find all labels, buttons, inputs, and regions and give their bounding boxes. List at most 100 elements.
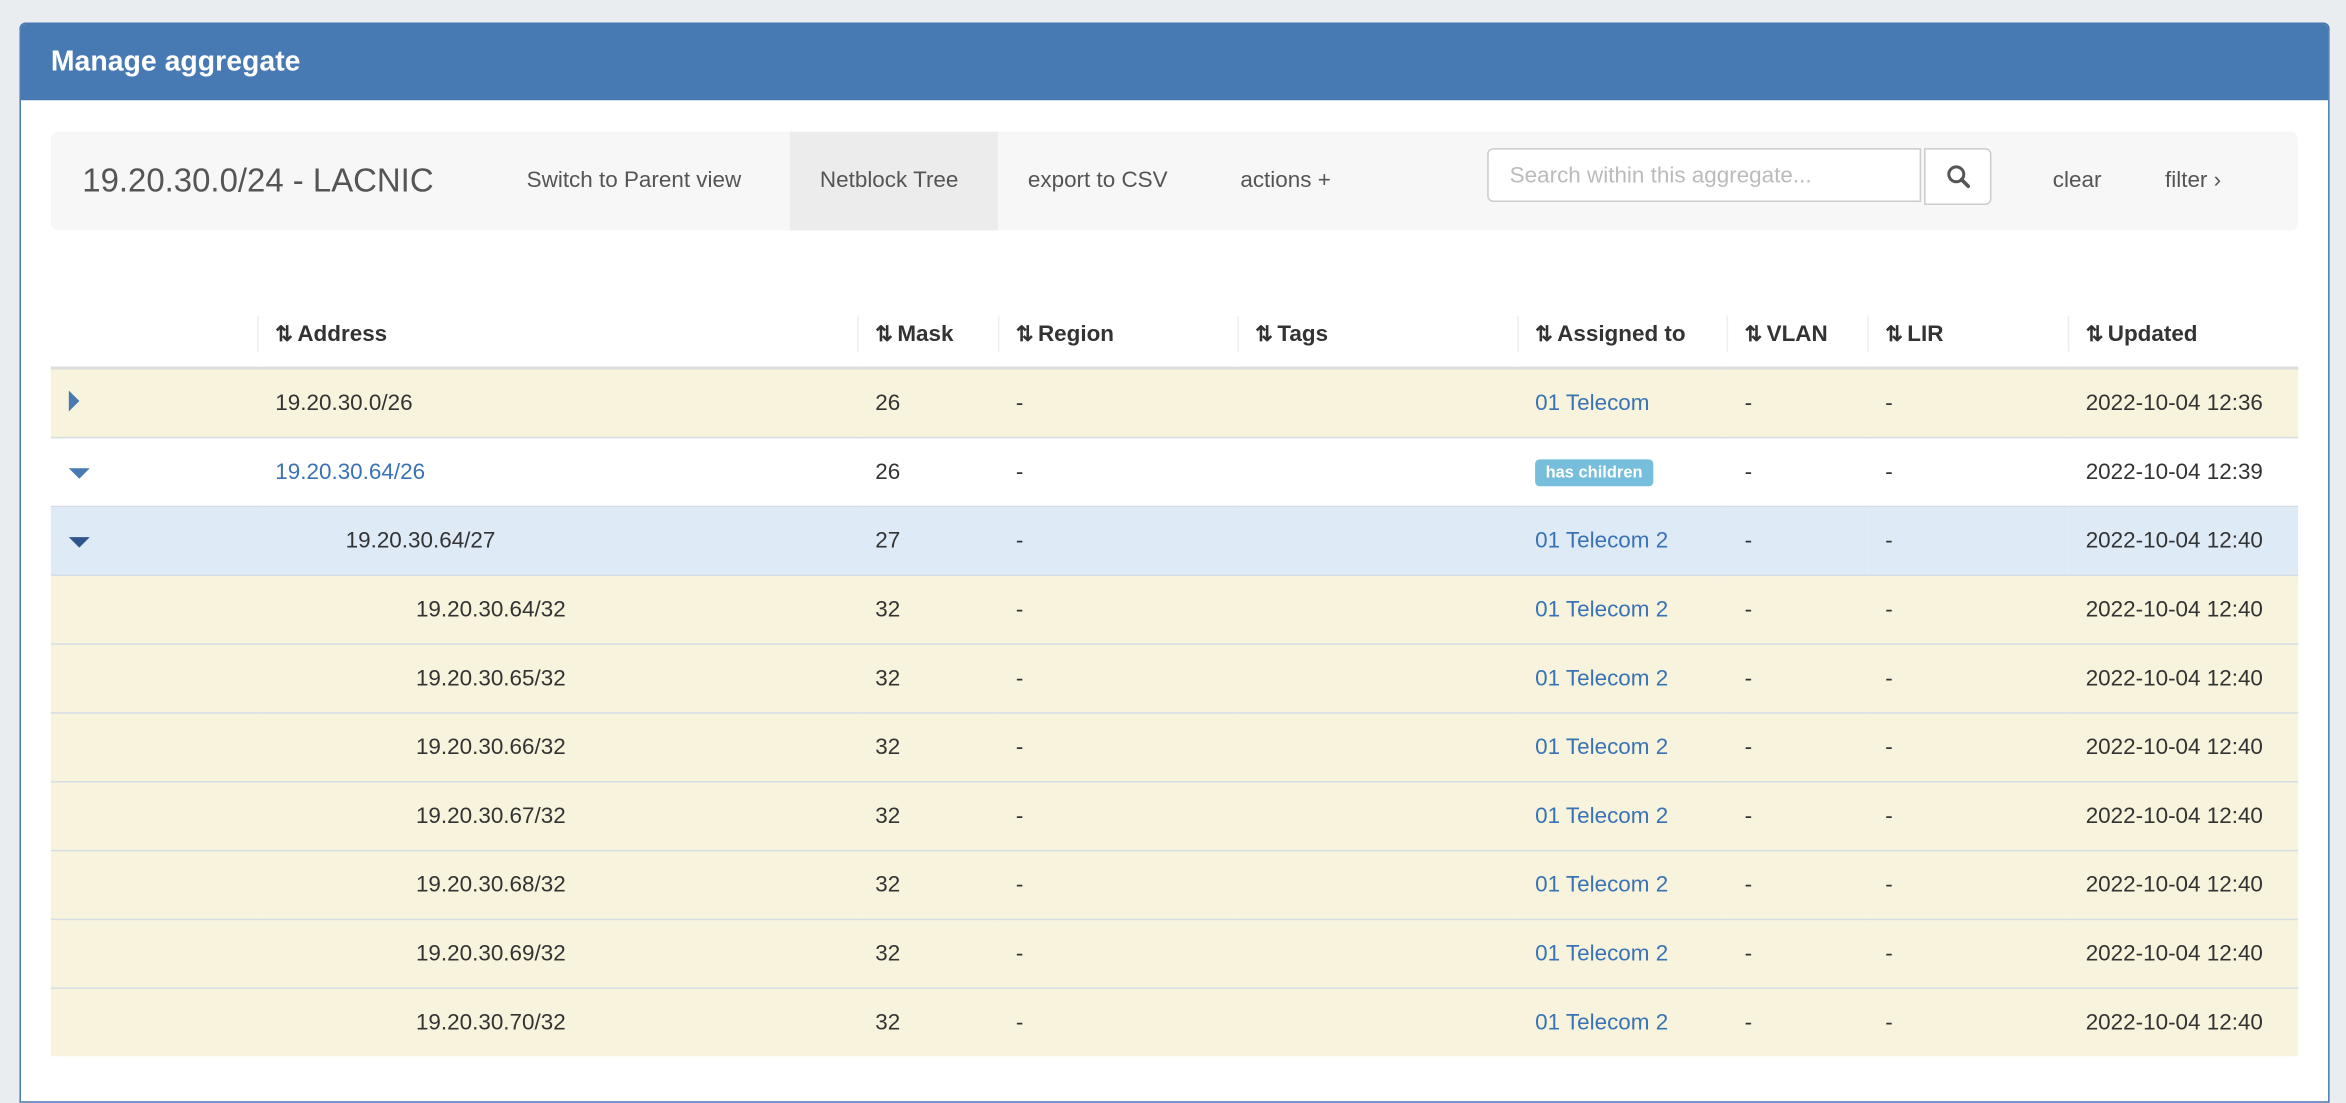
assigned-to-cell: 01 Telecom 2 <box>1517 505 1727 576</box>
address: 19.20.30.70/32 <box>415 1009 566 1036</box>
table-row[interactable]: 19.20.30.68/32 32-01 Telecom 2- -2022-10-0… <box>50 849 2299 920</box>
panel-title: Manage aggregate <box>20 23 2329 101</box>
sort-icon: ⇅ <box>1885 320 1902 345</box>
table-row[interactable]: 19.20.30.64/27 27-01 Telecom 2- -2022-10-0… <box>50 505 2299 576</box>
column-header-updated[interactable]: ⇅ Updated <box>2067 300 2299 370</box>
assigned-to-link[interactable]: 01 Telecom 2 <box>1535 596 1669 623</box>
vlan-cell: - <box>1726 781 1868 851</box>
assigned-to-link[interactable]: 01 Telecom 2 <box>1535 665 1669 692</box>
region-cell: - <box>997 712 1238 782</box>
search-button[interactable] <box>1924 148 1992 205</box>
table-row[interactable]: 19.20.30.67/32 32-01 Telecom 2- -2022-10-0… <box>50 781 2299 851</box>
toggle-cell <box>50 849 258 920</box>
table-row[interactable]: 19.20.30.70/32 32-01 Telecom 2- -2022-10-0… <box>50 987 2299 1057</box>
expand-icon[interactable] <box>68 389 80 411</box>
table-row[interactable]: 19.20.30.69/32 32-01 Telecom 2- -2022-10-0… <box>50 918 2299 989</box>
toggle-cell <box>50 712 258 782</box>
column-label: Region <box>1037 320 1115 347</box>
switch-parent-view-link[interactable]: Switch to Parent view <box>526 167 742 194</box>
collapse-icon[interactable] <box>68 537 90 548</box>
assigned-to-link[interactable]: 01 Telecom <box>1535 390 1650 416</box>
address: 19.20.30.67/32 <box>415 803 566 829</box>
tags-cell <box>1237 781 1518 851</box>
address-cell: 19.20.30.67/32 <box>257 781 858 851</box>
netblock-tree-tab[interactable]: Netblock Tree <box>789 131 998 231</box>
column-header-mask[interactable]: ⇅ Mask <box>857 300 998 370</box>
column-header-vlan[interactable]: ⇅ VLAN <box>1726 300 1868 370</box>
assigned-to-cell: 01 Telecom 2 <box>1517 574 1727 645</box>
address: 19.20.30.64/32 <box>415 596 566 623</box>
tags-cell <box>1237 436 1518 507</box>
tags-cell <box>1237 367 1518 438</box>
vlan-cell: - <box>1726 643 1868 713</box>
column-label: LIR <box>1907 320 1944 347</box>
toggle-column-header <box>50 300 258 370</box>
updated-cell: 2022-10-04 12:39 <box>2067 436 2299 507</box>
vlan-cell: - <box>1726 367 1868 438</box>
assigned-to-link[interactable]: 01 Telecom 2 <box>1535 941 1669 967</box>
collapse-icon[interactable] <box>68 468 90 479</box>
column-header-assigned-to[interactable]: ⇅ Assigned to <box>1517 300 1727 370</box>
table-row[interactable]: 19.20.30.65/32 32-01 Telecom 2- -2022-10-0… <box>50 643 2299 713</box>
aggregate-title: 19.20.30.0/24 - LACNIC <box>82 161 434 199</box>
address-cell: 19.20.30.65/32 <box>257 643 858 713</box>
vlan-cell: - <box>1726 987 1868 1057</box>
updated-cell: 2022-10-04 12:40 <box>2067 987 2299 1057</box>
table-row[interactable]: 19.20.30.66/32 32-01 Telecom 2- -2022-10-0… <box>50 712 2299 782</box>
tags-cell <box>1237 849 1518 920</box>
table-row[interactable]: 19.20.30.0/26 26-01 Telecom - -2022-10-04 1… <box>50 367 2299 438</box>
assigned-to-link[interactable]: 01 Telecom 2 <box>1535 872 1669 898</box>
address-link[interactable]: 19.20.30.64/26 <box>275 459 426 485</box>
address-cell: 19.20.30.69/32 <box>257 918 858 989</box>
toggle-cell <box>50 987 258 1057</box>
column-header-region[interactable]: ⇅ Region <box>997 300 1238 370</box>
lir-cell: - <box>1867 849 2068 920</box>
assigned-to-cell: has children <box>1517 436 1727 507</box>
column-header-lir[interactable]: ⇅ LIR <box>1867 300 2068 370</box>
table-row[interactable]: 19.20.30.64/26 26- has children - -2022-10-0… <box>50 436 2299 507</box>
assigned-to-link[interactable]: 01 Telecom 2 <box>1535 803 1669 829</box>
address: 19.20.30.68/32 <box>415 872 566 898</box>
mask-cell: 32 <box>857 712 998 782</box>
updated-cell: 2022-10-04 12:40 <box>2067 849 2299 920</box>
column-header-address[interactable]: ⇅ Address <box>257 300 858 370</box>
clear-button[interactable]: clear <box>2052 167 2102 194</box>
sort-icon: ⇅ <box>1535 320 1552 345</box>
table-row[interactable]: 19.20.30.64/32 32-01 Telecom 2- -2022-10-0… <box>50 574 2299 645</box>
region-cell: - <box>997 849 1238 920</box>
updated-cell: 2022-10-04 12:40 <box>2067 781 2299 851</box>
region-cell: - <box>997 643 1238 713</box>
toggle-cell <box>50 436 258 507</box>
assigned-to-link[interactable]: 01 Telecom 2 <box>1535 528 1669 554</box>
lir-cell: - <box>1867 643 2068 713</box>
assigned-to-link[interactable]: 01 Telecom 2 <box>1535 734 1669 761</box>
tags-cell <box>1237 712 1518 782</box>
lir-cell: - <box>1867 918 2068 989</box>
mask-cell: 32 <box>857 849 998 920</box>
assigned-to-link[interactable]: 01 Telecom 2 <box>1535 1009 1669 1036</box>
vlan-cell: - <box>1726 436 1868 507</box>
updated-cell: 2022-10-04 12:40 <box>2067 712 2299 782</box>
region-cell: - <box>997 367 1238 438</box>
vlan-cell: - <box>1726 918 1868 989</box>
region-cell: - <box>997 987 1238 1057</box>
assigned-to-cell: 01 Telecom <box>1517 367 1727 438</box>
toolbar: 19.20.30.0/24 - LACNIC Switch to Parent … <box>50 131 2299 231</box>
mask-cell: 32 <box>857 643 998 713</box>
column-header-tags[interactable]: ⇅ Tags <box>1237 300 1518 370</box>
tags-cell <box>1237 574 1518 645</box>
sort-icon: ⇅ <box>1255 320 1272 345</box>
sort-icon: ⇅ <box>1744 320 1762 345</box>
actions-menu[interactable]: actions + <box>1240 167 1331 194</box>
mask-cell: 26 <box>857 436 998 507</box>
lir-cell: - <box>1867 712 2068 782</box>
filter-button[interactable]: filter › <box>2165 167 2222 194</box>
assigned-to-cell: 01 Telecom 2 <box>1517 849 1727 920</box>
lir-cell: - <box>1867 987 2068 1057</box>
export-csv-link[interactable]: export to CSV <box>1027 167 1168 194</box>
assigned-to-cell: 01 Telecom 2 <box>1517 987 1727 1057</box>
column-label: Updated <box>2107 320 2198 347</box>
search-input[interactable] <box>1487 148 1922 202</box>
address-cell: 19.20.30.0/26 <box>257 367 858 438</box>
toggle-cell <box>50 505 258 576</box>
